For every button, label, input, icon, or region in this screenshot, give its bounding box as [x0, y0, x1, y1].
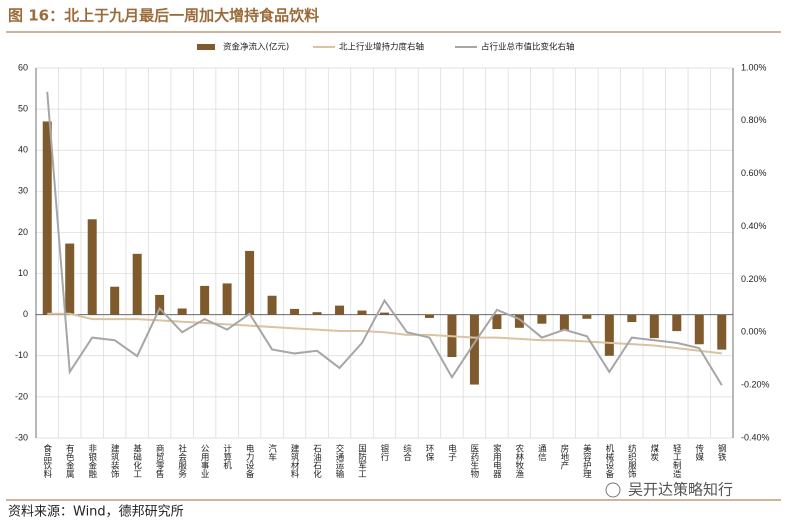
bar [559, 314, 569, 331]
y2-tick-label: 0.00% [741, 327, 767, 337]
bar [717, 314, 727, 350]
line [46, 91, 723, 386]
bar [245, 250, 255, 315]
watermark: 吴开达策略知行 [628, 481, 733, 499]
x-tick-label: 建筑装饰 [109, 443, 119, 479]
x-tick-label: 公用事业 [199, 444, 209, 478]
bar [672, 314, 682, 332]
bar [514, 314, 524, 328]
y-tick-label: -20 [15, 391, 28, 401]
bar [132, 253, 142, 315]
legend-label: 资金净流入(亿元) [223, 42, 289, 53]
y-tick-label: -30 [15, 432, 28, 442]
watermark-icon [605, 482, 621, 498]
y-tick-label: 20 [18, 227, 28, 237]
y-tick-label: 0 [23, 309, 28, 319]
y-tick-label: 50 [18, 103, 28, 113]
x-tick-label: 交通运输 [334, 443, 344, 479]
x-tick-label: 美容护理 [581, 443, 591, 478]
legend-label: 北上行业增持力度右轴 [339, 42, 424, 53]
x-tick-label: 国防军工 [357, 444, 367, 478]
x-tick-label: 通信 [536, 443, 546, 462]
x-tick-label: 医药生物 [469, 444, 479, 479]
y-tick-label: -10 [15, 350, 28, 360]
y2-tick-label: -0.20% [741, 380, 770, 390]
x-tick-label: 石油石化 [312, 444, 322, 479]
bar [582, 314, 592, 319]
bar [312, 312, 322, 315]
bar [627, 314, 637, 323]
x-tick-label: 农林牧渔 [514, 443, 524, 478]
bar [65, 243, 75, 315]
x-tick-label: 煤炭 [649, 443, 659, 462]
y-tick-label: 40 [18, 145, 28, 155]
bar [200, 285, 210, 315]
bar [604, 314, 614, 356]
x-tick-label: 基础化工 [132, 443, 142, 478]
x-tick-label: 轻工制造 [671, 443, 681, 479]
y2-tick-label: 0.60% [741, 168, 767, 178]
legend-label: 占行业总市值比变化右轴 [481, 42, 575, 53]
x-tick-label: 商贸零售 [154, 443, 164, 479]
x-tick-label: 房地产 [559, 443, 569, 470]
bar [42, 121, 52, 315]
bar [424, 314, 434, 318]
y2-tick-label: -0.40% [741, 432, 770, 442]
x-tick-label: 钢铁 [716, 443, 726, 462]
bar [155, 294, 165, 315]
line [47, 312, 722, 355]
x-tick-label: 银行 [379, 443, 389, 462]
y2-tick-label: 0.20% [741, 274, 767, 284]
x-tick-label: 环保 [424, 444, 434, 462]
x-tick-label: 电力设备 [244, 443, 254, 479]
x-tick-label: 有色金属 [64, 443, 74, 479]
y2-tick-label: 0.40% [741, 221, 767, 231]
x-tick-label: 传媒 [694, 443, 704, 462]
bar [469, 314, 479, 385]
x-tick-label: 计算机 [222, 443, 232, 470]
y-tick-label: 60 [18, 62, 28, 72]
x-tick-label: 社会服务 [177, 443, 187, 479]
bar [290, 308, 300, 315]
x-tick-label: 食品饮料 [42, 443, 52, 479]
y-tick-label: 30 [18, 186, 28, 196]
bar [335, 305, 345, 315]
source: 资料来源：Wind，德邦研究所 [8, 505, 184, 520]
x-tick-label: 纺织服饰 [626, 443, 636, 479]
bar [357, 310, 367, 315]
bar [537, 314, 547, 324]
x-tick-label: 建筑材料 [289, 443, 299, 479]
chart-title: 图 16：北上于九月最后一周加大增持食品饮料 [8, 7, 319, 25]
bar [649, 314, 659, 339]
legend-swatch [197, 44, 215, 50]
x-tick-label: 机械设备 [604, 443, 614, 479]
x-tick-label: 综合 [401, 443, 411, 462]
bar [87, 219, 97, 315]
y2-tick-label: 1.00% [741, 62, 767, 72]
bar [694, 314, 704, 345]
bar [222, 283, 232, 315]
x-tick-label: 家用电器 [491, 443, 501, 479]
bar [110, 286, 120, 315]
y-tick-label: 10 [18, 268, 28, 278]
bar [177, 308, 187, 315]
y2-tick-label: 0.80% [741, 115, 767, 125]
x-tick-label: 电子 [446, 443, 456, 461]
x-tick-label: 非银金融 [87, 443, 97, 479]
bar [380, 312, 389, 315]
bar [492, 314, 502, 330]
bar [267, 295, 277, 315]
x-tick-label: 汽车 [267, 443, 277, 462]
